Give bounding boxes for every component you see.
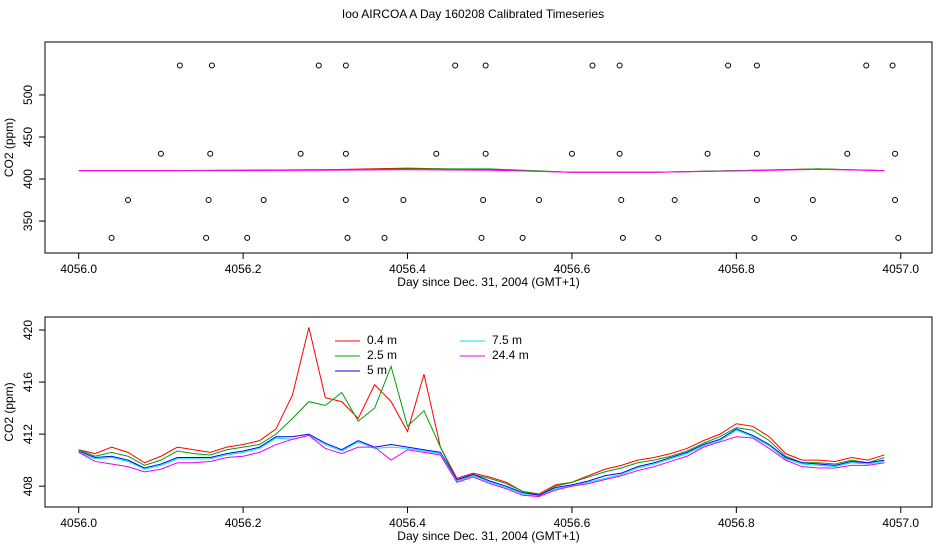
point bbox=[844, 150, 851, 157]
point bbox=[619, 234, 626, 241]
point bbox=[208, 62, 215, 69]
point bbox=[616, 62, 623, 69]
x-tick-label: 4056.8 bbox=[718, 516, 755, 530]
x-tick-label: 4056.6 bbox=[554, 516, 591, 530]
point bbox=[344, 234, 351, 241]
point bbox=[892, 150, 899, 157]
point bbox=[203, 234, 210, 241]
series-line bbox=[78, 168, 885, 173]
legend-label: 7.5 m bbox=[492, 333, 522, 347]
legend-label: 24.4 m bbox=[492, 348, 529, 362]
point bbox=[704, 150, 711, 157]
point bbox=[478, 234, 485, 241]
series-line bbox=[78, 429, 885, 498]
x-tick-label: 4056.4 bbox=[389, 516, 426, 530]
y-tick-label: 350 bbox=[21, 211, 35, 231]
point bbox=[753, 197, 760, 204]
y-tick-label: 408 bbox=[21, 476, 35, 496]
x-tick-label: 4057.0 bbox=[882, 516, 919, 530]
point bbox=[381, 234, 388, 241]
point bbox=[725, 62, 732, 69]
legend-label: 2.5 m bbox=[367, 348, 397, 362]
point bbox=[205, 197, 212, 204]
point bbox=[809, 197, 816, 204]
point bbox=[618, 197, 625, 204]
chart-title: Ioo AIRCOA A Day 160208 Calibrated Times… bbox=[342, 7, 604, 21]
series-line bbox=[78, 364, 885, 496]
x-tick-label: 4056.0 bbox=[60, 516, 97, 530]
x-axis-label: Day since Dec. 31, 2004 (GMT+1) bbox=[397, 275, 579, 289]
plot-frame bbox=[44, 316, 933, 508]
point bbox=[108, 234, 115, 241]
point bbox=[616, 150, 623, 157]
y-tick-label: 450 bbox=[21, 127, 35, 147]
y-axis-label: CO2 (ppm) bbox=[2, 382, 16, 441]
point bbox=[157, 150, 164, 157]
point bbox=[536, 197, 543, 204]
point bbox=[342, 150, 349, 157]
x-tick-label: 4056.4 bbox=[389, 262, 426, 276]
point bbox=[863, 62, 870, 69]
point bbox=[433, 150, 440, 157]
point bbox=[315, 62, 322, 69]
point bbox=[753, 150, 760, 157]
point bbox=[260, 197, 267, 204]
y-axis-label: CO2 (ppm) bbox=[2, 118, 16, 177]
x-tick-label: 4056.6 bbox=[554, 262, 591, 276]
point bbox=[125, 197, 132, 204]
series-line bbox=[78, 434, 885, 498]
point bbox=[176, 62, 183, 69]
point bbox=[400, 197, 407, 204]
y-tick-label: 416 bbox=[21, 372, 35, 392]
x-axis-label: Day since Dec. 31, 2004 (GMT+1) bbox=[397, 529, 579, 543]
legend-label: 5 m bbox=[367, 363, 387, 377]
y-tick-label: 500 bbox=[21, 85, 35, 105]
point bbox=[655, 234, 662, 241]
point bbox=[751, 234, 758, 241]
series-line bbox=[78, 327, 885, 495]
point bbox=[297, 150, 304, 157]
point bbox=[892, 197, 899, 204]
y-tick-label: 412 bbox=[21, 424, 35, 444]
y-tick-label: 400 bbox=[21, 169, 35, 189]
point bbox=[790, 234, 797, 241]
plot-frame bbox=[44, 41, 933, 254]
point bbox=[568, 150, 575, 157]
point bbox=[589, 62, 596, 69]
point bbox=[482, 62, 489, 69]
point bbox=[480, 197, 487, 204]
point bbox=[482, 150, 489, 157]
x-tick-label: 4057.0 bbox=[882, 262, 919, 276]
point bbox=[671, 197, 678, 204]
point bbox=[753, 62, 760, 69]
point bbox=[244, 234, 251, 241]
x-tick-label: 4056.2 bbox=[225, 516, 262, 530]
legend-label: 0.4 m bbox=[367, 333, 397, 347]
x-tick-label: 4056.2 bbox=[225, 262, 262, 276]
point bbox=[207, 150, 214, 157]
point bbox=[342, 62, 349, 69]
point bbox=[519, 234, 526, 241]
point bbox=[895, 234, 902, 241]
x-tick-label: 4056.8 bbox=[718, 262, 755, 276]
series-line bbox=[78, 428, 885, 496]
x-tick-label: 4056.0 bbox=[60, 262, 97, 276]
point bbox=[889, 62, 896, 69]
point bbox=[452, 62, 459, 69]
point bbox=[342, 197, 349, 204]
y-tick-label: 420 bbox=[21, 320, 35, 340]
